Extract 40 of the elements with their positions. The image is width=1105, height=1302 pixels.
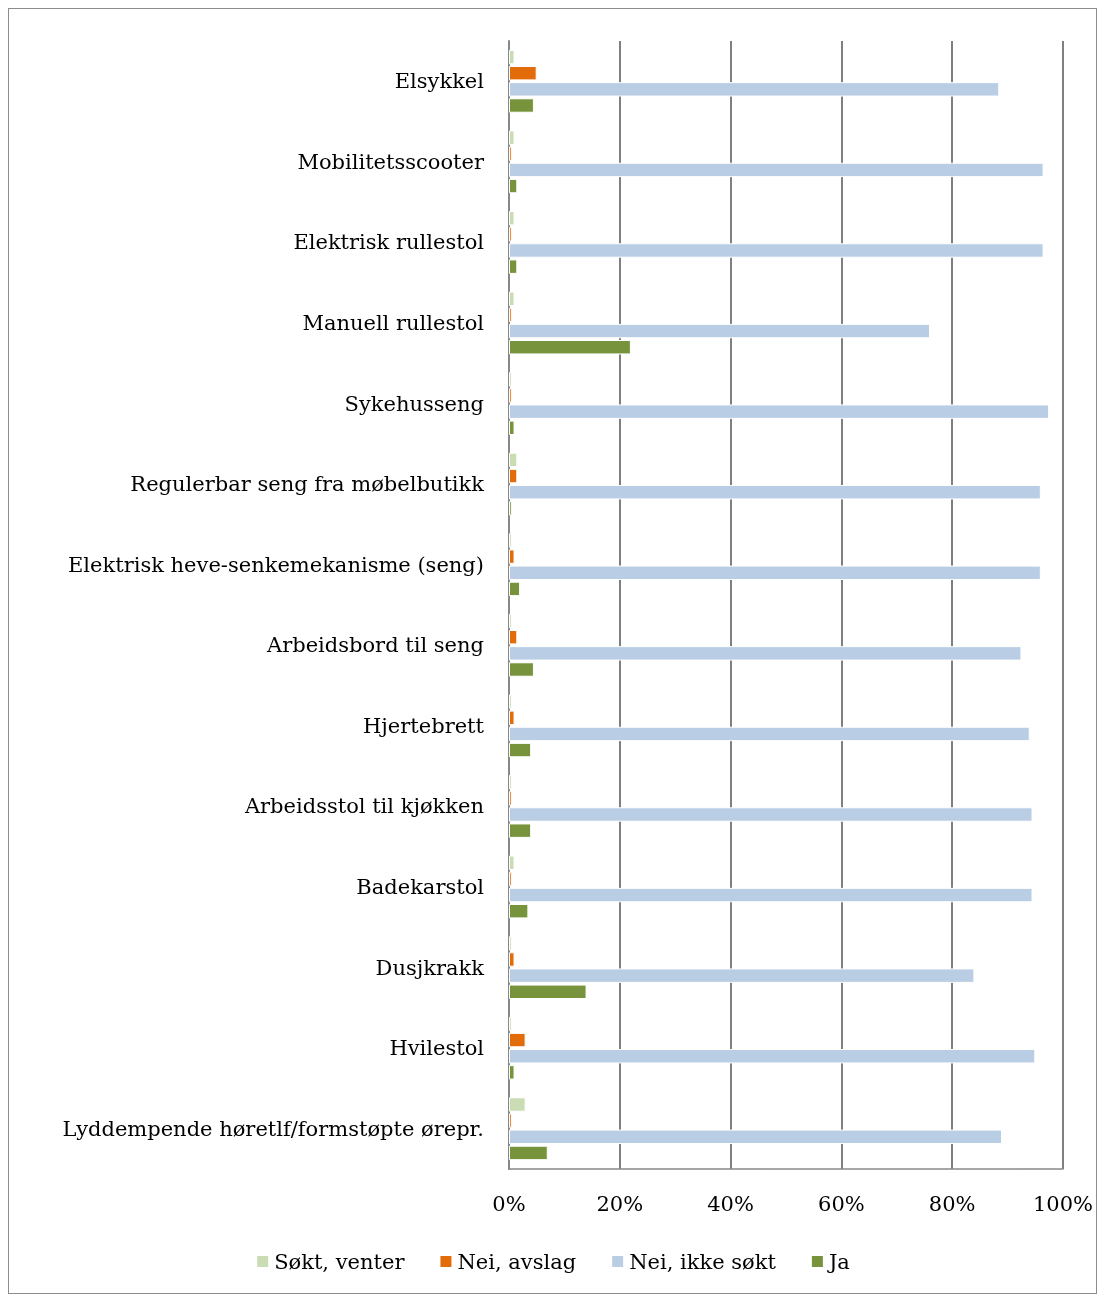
bar [509, 887, 1033, 903]
bar [509, 904, 529, 919]
y-tick-label: Badekarstol [356, 875, 485, 899]
legend-label: Nei, ikke søkt [629, 1249, 777, 1274]
y-tick-label: Mobilitetsscooter [297, 149, 485, 174]
legend-label: Søkt, venter [274, 1249, 406, 1274]
bar [509, 1145, 548, 1161]
x-tick-label: 80% [928, 1191, 976, 1216]
bar [509, 452, 518, 468]
y-tick-label: Elektrisk rullestol [293, 230, 485, 255]
y-tick-label: Elsykkel [394, 69, 485, 94]
bar [509, 291, 515, 306]
legend-label: Ja [826, 1249, 850, 1274]
x-tick-label: 40% [707, 1191, 754, 1216]
bar [509, 855, 515, 870]
bar [509, 340, 631, 355]
y-tick-label: Sykehusseng [344, 391, 484, 416]
bar [509, 49, 515, 65]
y-tick-label: Lyddempende høretlf/formstøpte ørepr. [62, 1116, 484, 1141]
y-tick-label: Manuell rullestol [302, 311, 485, 335]
legend-label: Nei, avslag [457, 1249, 577, 1274]
y-tick-label: Regulerbar seng fra møbelbutikk [130, 472, 485, 497]
bar [509, 1032, 526, 1048]
bar [509, 323, 931, 339]
bar [509, 162, 1044, 178]
x-tick-label: 0% [492, 1191, 526, 1216]
x-tick-label: 100% [1032, 1191, 1094, 1216]
x-tick-label: 60% [818, 1191, 865, 1216]
x-tick-label: 20% [596, 1191, 644, 1216]
y-tick-label: Arbeidsstol til kjøkken [243, 794, 484, 819]
bar [509, 726, 1030, 742]
y-tick-label: Arbeidsbord til seng [266, 633, 484, 658]
y-tick-label: Elektrisk heve-senkemekanisme (seng) [68, 552, 484, 577]
y-tick-label: Hvilestol [389, 1036, 485, 1061]
y-tick-label: Hjertebrett [363, 713, 485, 738]
bar [509, 178, 518, 194]
y-tick-label: Dusjkrakk [375, 955, 485, 980]
bar [509, 468, 518, 484]
bar [509, 581, 521, 597]
bar [509, 742, 532, 758]
